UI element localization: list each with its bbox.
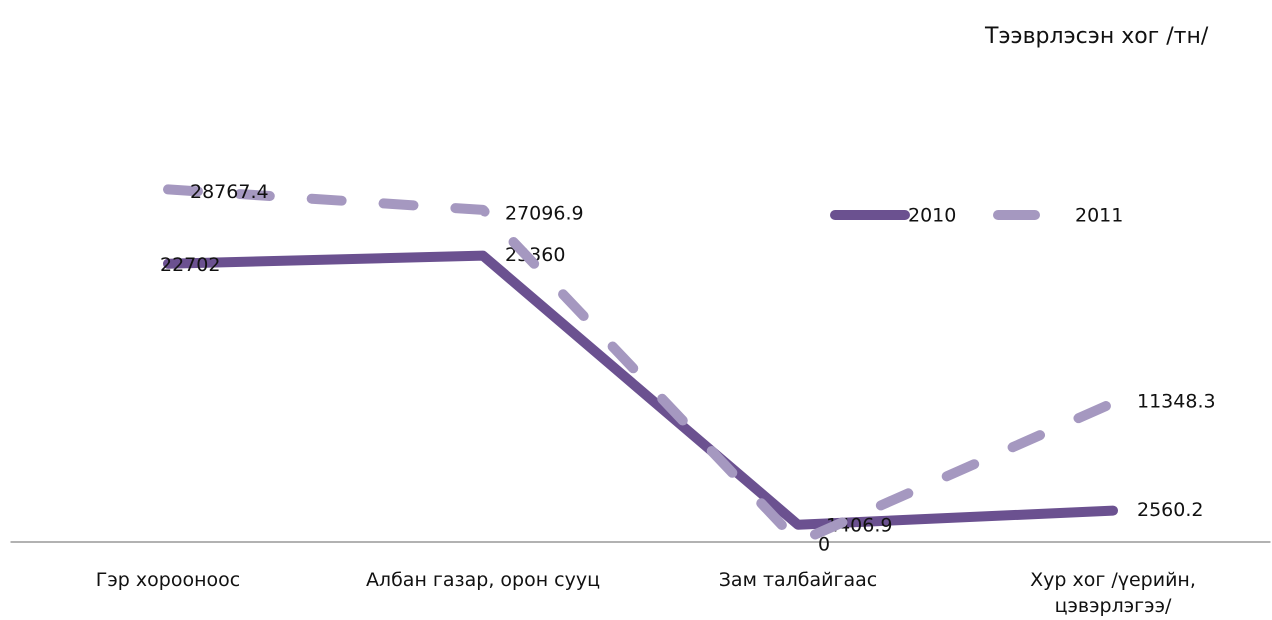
data-label: 27096.9 [505,202,584,224]
x-tick-label: Албан газар, орон сууц [365,569,601,591]
legend-label: 2011 [1075,205,1123,227]
chart-title: Тээврлэсэн хог /тн/ [984,24,1209,49]
legend-label: 2010 [908,205,956,227]
data-label: 0 [818,534,830,556]
data-label: 11348.3 [1137,390,1216,412]
series-line [163,250,1118,530]
x-tick-label: Зам талбайгаас [718,569,878,591]
data-label: 2560.2 [1137,499,1203,521]
data-label: 22702 [160,254,220,276]
series-line [163,184,1118,547]
x-tick-label: Хур хог /үерийн, цэвэрлэгээ/ [1030,569,1196,617]
x-tick-label: Гэр хорооноос [95,569,241,591]
data-label: 28767.4 [190,181,269,203]
